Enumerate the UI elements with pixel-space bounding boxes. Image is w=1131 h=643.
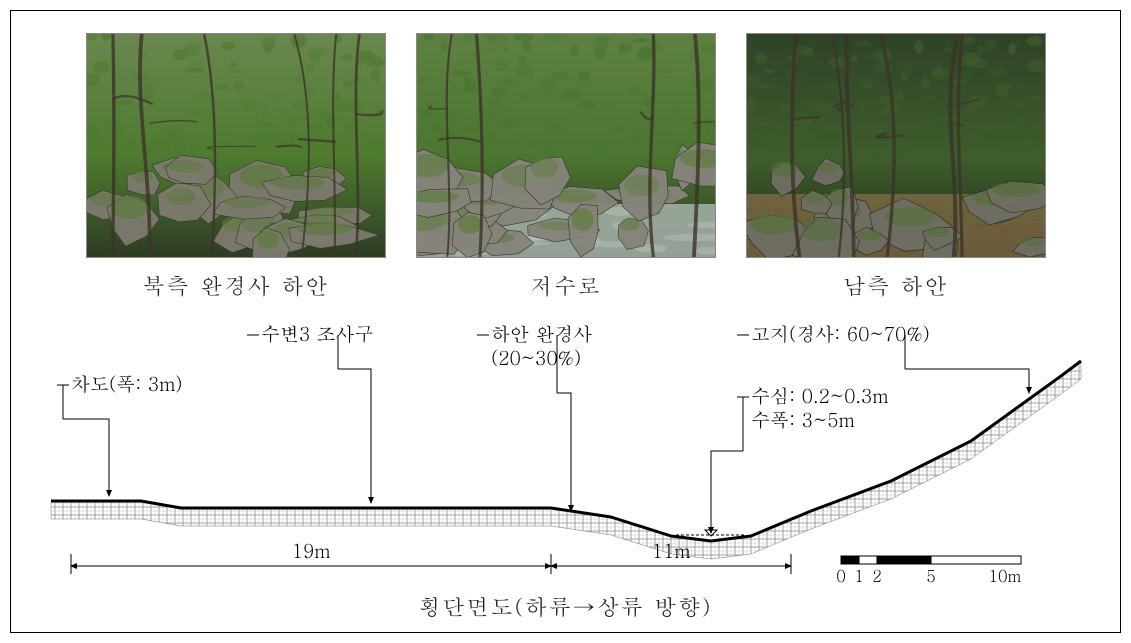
svg-text:5: 5 xyxy=(926,564,936,587)
photo-1-caption: 북측 완경사 하안 xyxy=(86,270,386,301)
photo-2-caption: 저수로 xyxy=(416,270,716,301)
photo-block-1: 북측 완경사 하안 xyxy=(86,33,386,301)
svg-text:고지(경사: 60~70%): 고지(경사: 60~70%) xyxy=(751,320,930,347)
svg-text:수심: 0.2~0.3m: 수심: 0.2~0.3m xyxy=(751,382,888,409)
svg-text:19m: 19m xyxy=(292,537,331,564)
cross-section-diagram: 19m 11m 012 5 10m 차도(폭: 3m) 수변3 조사구 하안 완경사(20~3… xyxy=(11,311,1122,631)
photo-1 xyxy=(86,33,386,258)
svg-text:1: 1 xyxy=(854,564,864,587)
photo-block-3: 남측 하안 xyxy=(746,33,1046,301)
photo-block-2: 저수로 xyxy=(416,33,716,301)
bottom-caption: 횡단면도(하류→상류 방향) xyxy=(11,591,1120,622)
figure-frame: 북측 완경사 하안 저수로 남측 하안 xyxy=(10,10,1121,633)
svg-text:수폭: 3~5m: 수폭: 3~5m xyxy=(751,406,855,433)
svg-text:수변3 조사구: 수변3 조사구 xyxy=(261,320,374,347)
svg-text:하안 완경사: 하안 완경사 xyxy=(491,320,592,347)
svg-text:차도(폭: 3m): 차도(폭: 3m) xyxy=(71,370,182,397)
cross-section-svg: 19m 11m 012 5 10m 차도(폭: 3m) 수변3 조사구 하안 완경사(20~3… xyxy=(11,311,1122,631)
svg-text:10m: 10m xyxy=(988,564,1021,587)
photo-3-caption: 남측 하안 xyxy=(746,270,1046,301)
svg-text:(20~30%): (20~30%) xyxy=(491,344,581,371)
svg-text:0: 0 xyxy=(836,564,846,587)
photo-1-svg xyxy=(87,34,386,258)
photo-2-svg xyxy=(417,34,716,258)
photo-2 xyxy=(416,33,716,258)
photo-row: 북측 완경사 하안 저수로 남측 하안 xyxy=(86,33,1046,301)
svg-text:11m: 11m xyxy=(652,537,691,564)
photo-3 xyxy=(746,33,1046,258)
photo-3-svg xyxy=(747,34,1046,258)
svg-text:2: 2 xyxy=(872,564,882,587)
